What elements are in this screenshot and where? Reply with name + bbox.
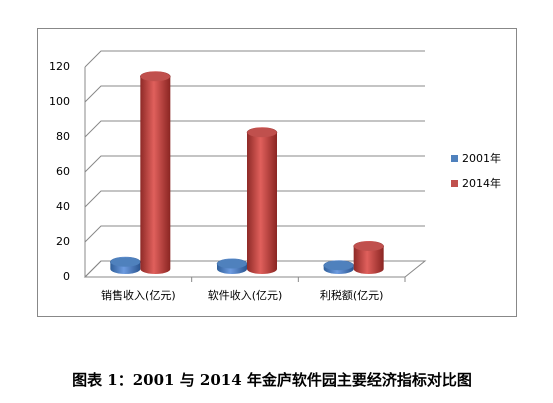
legend-swatch xyxy=(451,155,458,162)
bar-part xyxy=(353,246,384,274)
bar-part xyxy=(140,76,171,274)
bar-part xyxy=(216,258,248,269)
bar xyxy=(353,241,384,274)
y-tick-label: 40 xyxy=(56,200,70,213)
y-tick-label: 20 xyxy=(56,235,70,248)
grid-line xyxy=(84,85,425,103)
y-tick-label: 0 xyxy=(63,270,70,283)
bar-part xyxy=(110,256,141,268)
x-tick-label: 利税额(亿元) xyxy=(320,288,384,302)
bar-part xyxy=(140,71,171,82)
grid-line xyxy=(84,155,425,173)
caption: 图表 1：2001 与 2014 年金庐软件园主要经济指标对比图 xyxy=(72,371,472,389)
grid-line xyxy=(84,190,425,208)
y-tick-label: 100 xyxy=(49,95,70,108)
legend-label: 2014年 xyxy=(462,176,501,190)
x-tick-label: 销售收入(亿元) xyxy=(101,288,176,302)
bar xyxy=(246,127,278,274)
y-tick-label: 60 xyxy=(56,165,70,178)
legend-label: 2001年 xyxy=(462,151,501,165)
grid-line xyxy=(84,120,425,138)
x-tick-label: 软件收入(亿元) xyxy=(208,288,283,302)
bar xyxy=(216,258,248,274)
bar xyxy=(110,256,141,274)
bar-part xyxy=(247,132,277,274)
bar-part xyxy=(246,127,278,138)
y-tick-label: 120 xyxy=(49,60,70,73)
y-tick-label: 80 xyxy=(56,130,70,143)
grid-line xyxy=(84,225,425,243)
bar-part xyxy=(323,260,354,271)
grid-line xyxy=(84,260,425,278)
bar-part xyxy=(353,241,384,252)
bar xyxy=(140,71,171,274)
bar xyxy=(323,260,354,274)
grid-line xyxy=(84,50,425,68)
legend-swatch xyxy=(451,180,458,187)
